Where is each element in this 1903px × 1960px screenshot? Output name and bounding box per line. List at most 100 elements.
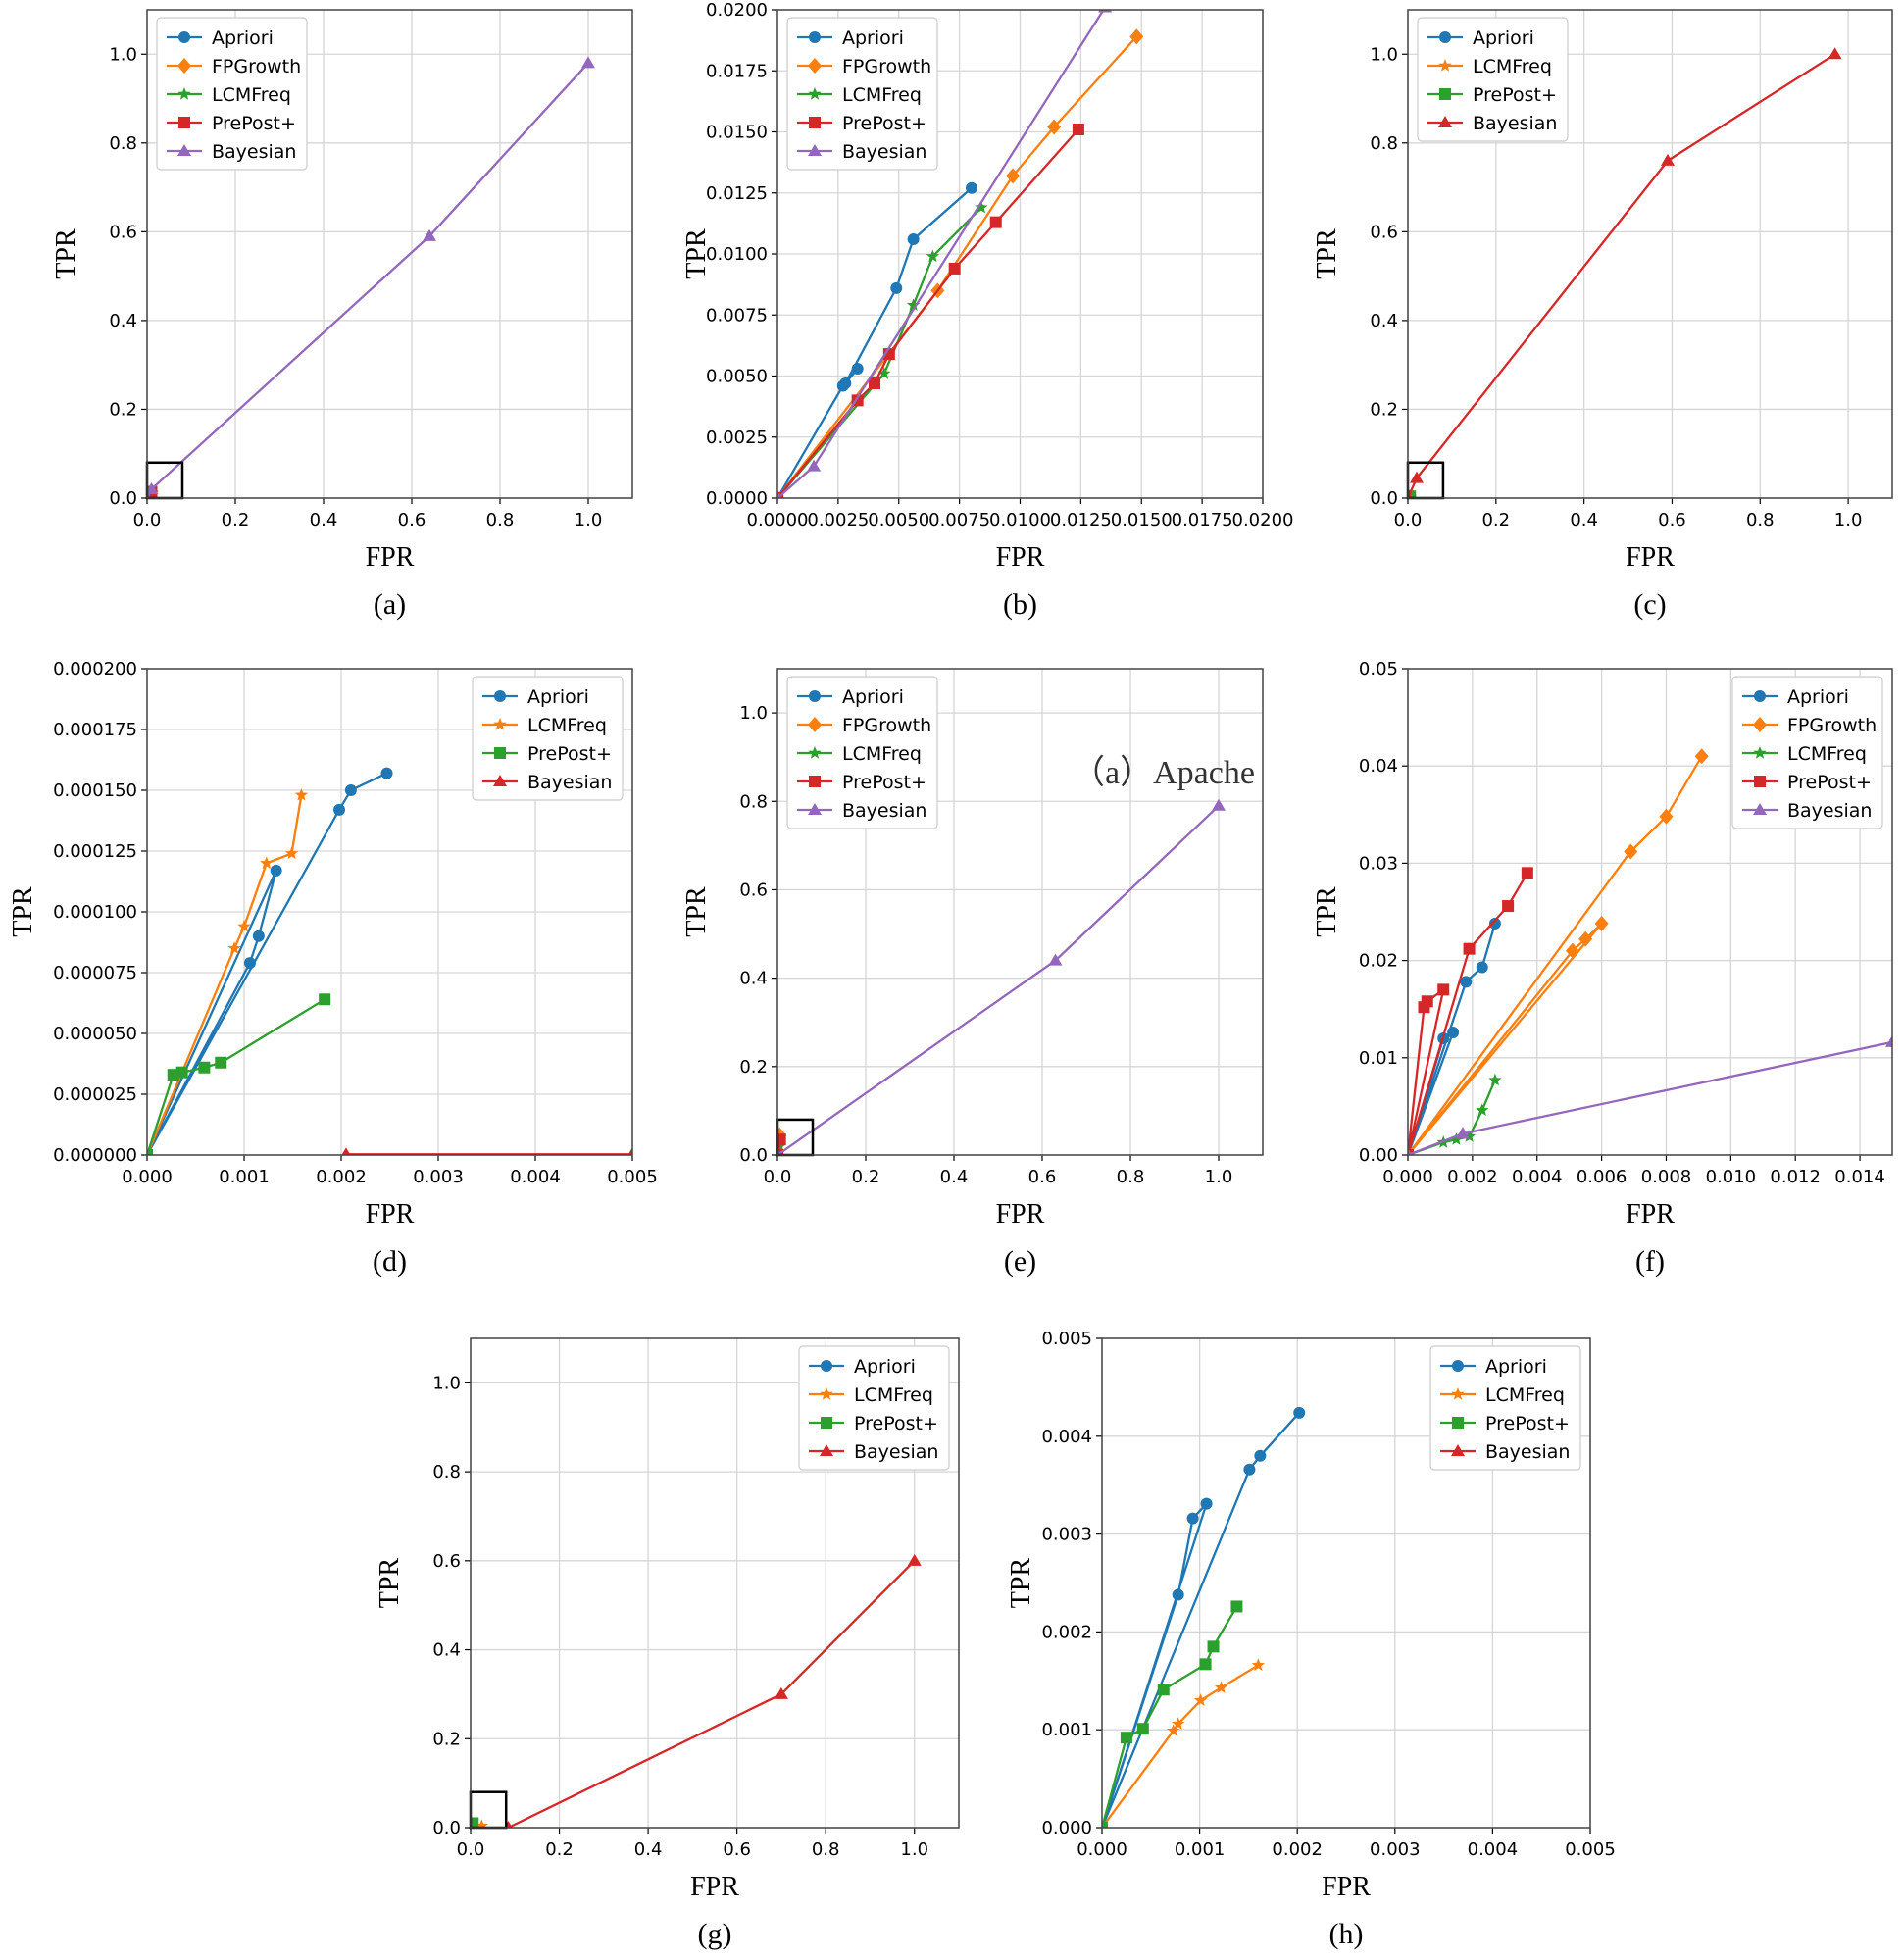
x-axis-title: FPR <box>690 1872 739 1902</box>
legend-label: Apriori <box>1787 686 1849 708</box>
y-tick-label: 0.004 <box>1041 1427 1092 1447</box>
legend: Apriori LCMFreq PrePost+ Bayesian <box>1429 1345 1581 1471</box>
x-tick-label: 0.006 <box>1577 1167 1628 1187</box>
plot-area <box>147 767 632 1155</box>
data-point <box>1251 1658 1265 1671</box>
x-tick-label: 0.012 <box>1770 1167 1821 1187</box>
y-tick-label: 0.000150 <box>53 780 137 801</box>
series-line-bayesian <box>1408 1040 1892 1155</box>
data-point <box>1594 915 1609 931</box>
data-point <box>989 216 1002 228</box>
x-tick-label: 0.005 <box>607 1167 658 1187</box>
x-tick-label: 0.8 <box>1746 510 1775 530</box>
legend-label: FPGrowth <box>1787 715 1877 736</box>
data-point <box>1408 1149 1414 1155</box>
x-tick-label: 0.2 <box>852 1167 880 1187</box>
data-point <box>1293 1406 1306 1419</box>
legend-marker <box>1754 776 1766 787</box>
legend-label: PrePost+ <box>527 743 612 765</box>
series-line-prepostplus <box>1408 872 1528 1155</box>
data-point <box>1421 995 1433 1008</box>
y-tick-label: 0.2 <box>432 1729 461 1749</box>
x-tick-label: 0.000 <box>122 1167 173 1187</box>
y-tick-label: 0.0 <box>739 1145 768 1166</box>
legend: Apriori FPGrowth LCMFreq PrePost+ Bayesian <box>786 17 938 171</box>
legend-label: FPGrowth <box>842 715 931 736</box>
y-tick-label: 0.05 <box>1359 659 1398 679</box>
legend-label: FPGrowth <box>212 56 301 77</box>
data-point <box>948 262 961 275</box>
x-tick-label: 1.0 <box>1834 510 1863 530</box>
y-tick-label: 0.8 <box>1370 133 1398 154</box>
x-tick-label: 0.8 <box>1117 1167 1145 1187</box>
x-tick-label: 0.002 <box>316 1167 367 1187</box>
x-tick-label: 0.4 <box>634 1839 663 1860</box>
data-point <box>147 481 159 494</box>
data-point <box>926 249 940 263</box>
data-point <box>1885 1034 1892 1047</box>
x-tick-label: 0.001 <box>1175 1839 1226 1860</box>
legend-marker <box>1452 1417 1464 1429</box>
x-tick-label: 0.0000 <box>747 510 809 530</box>
data-point <box>1212 798 1226 811</box>
data-point <box>890 281 903 294</box>
y-tick-label: 0.002 <box>1041 1622 1092 1642</box>
data-point <box>1476 961 1488 974</box>
legend-label: LCMFreq <box>1473 56 1552 77</box>
y-axis-title: TPR <box>1312 886 1342 937</box>
legend-marker <box>177 58 191 74</box>
y-tick-label: 0.000075 <box>53 963 137 983</box>
data-point <box>1488 917 1501 930</box>
data-point <box>774 1686 788 1699</box>
legend-label: Bayesian <box>1473 113 1557 134</box>
y-tick-label: 0.0 <box>432 1818 461 1838</box>
data-point <box>1455 1127 1470 1139</box>
x-tick-label: 0.4 <box>310 510 338 530</box>
x-tick-label: 0.6 <box>398 510 426 530</box>
plot-frame <box>470 1337 960 1829</box>
legend-box <box>1731 676 1883 829</box>
y-axis-title: TPR <box>681 228 712 279</box>
plot-area <box>777 798 1226 1155</box>
x-tick-label: 0.6 <box>1658 510 1686 530</box>
data-point <box>380 767 393 779</box>
legend-box <box>472 676 624 801</box>
legend-label: PrePost+ <box>842 113 926 134</box>
legend-marker <box>821 1417 832 1429</box>
legend-marker <box>809 776 821 787</box>
legend-label: LCMFreq <box>212 84 291 106</box>
data-point <box>851 363 864 376</box>
y-tick-label: 0.2 <box>109 399 137 420</box>
data-point <box>907 233 920 246</box>
legend-label: PrePost+ <box>1485 1413 1570 1434</box>
y-tick-label: 0.01 <box>1359 1048 1398 1069</box>
legend-box <box>786 17 938 171</box>
panel-caption: (f) <box>1635 1245 1665 1278</box>
legend-label: PrePost+ <box>1787 772 1872 793</box>
x-tick-label: 0.005 <box>1565 1839 1616 1860</box>
data-point <box>1167 1724 1180 1736</box>
legend-label: Apriori <box>212 27 274 49</box>
legend-marker <box>1439 31 1451 43</box>
legend-label: Apriori <box>854 1356 916 1378</box>
series-line-prepostplus <box>777 128 1079 498</box>
x-tick-label: 0.6 <box>723 1839 751 1860</box>
legend-box <box>798 1345 950 1471</box>
x-tick-label: 0.4 <box>1570 510 1598 530</box>
legend-label: Bayesian <box>1485 1441 1570 1463</box>
plot-area <box>1102 1406 1306 1828</box>
x-tick-label: 0.0 <box>133 510 162 530</box>
y-tick-label: 0.2 <box>1370 399 1398 420</box>
legend-marker <box>177 87 191 100</box>
data-point <box>1408 1148 1413 1155</box>
legend-marker <box>1753 803 1767 815</box>
data-point <box>1214 1681 1228 1693</box>
x-tick-label: 0.0175 <box>1172 510 1233 530</box>
series-line-bayesian <box>1408 53 1836 498</box>
x-tick-label: 0.2 <box>222 510 250 530</box>
data-point <box>319 993 331 1006</box>
x-tick-label: 0.002 <box>1447 1167 1498 1187</box>
legend-label: PrePost+ <box>212 113 296 134</box>
data-point <box>1694 748 1709 765</box>
